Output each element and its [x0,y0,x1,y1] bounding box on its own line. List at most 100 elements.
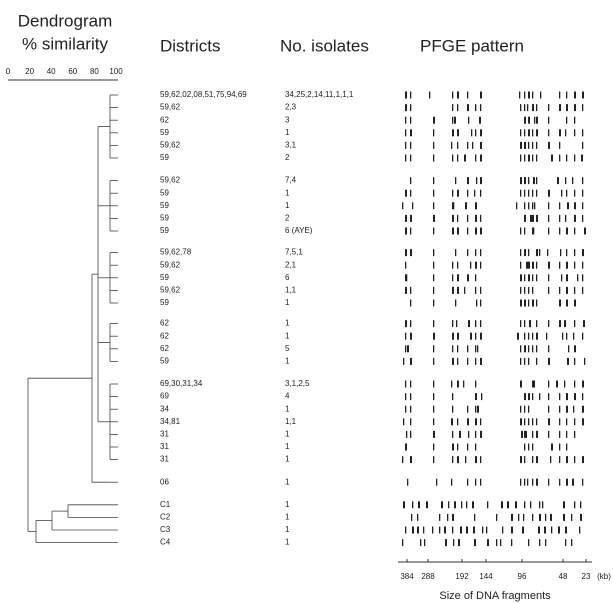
pfge-band [532,418,533,425]
isolate-count: 5 [285,344,290,353]
pfge-band [532,104,534,111]
pfge-band [467,345,468,352]
pfge-band [496,539,497,546]
pfge-band [475,456,477,463]
pfge-band [452,514,454,521]
pfge-band [528,190,529,197]
pfge-band [524,202,525,209]
size-tick-label: 192 [455,572,469,581]
pfge-band [568,345,569,352]
isolate-count: 1 [285,442,290,451]
isolate-count: 2,3 [285,103,297,112]
pfge-band [524,479,525,486]
pfge-band [548,431,549,438]
isolate-count: 7,5,1 [285,248,303,257]
pfge-band [528,155,530,162]
pfge-band [487,501,488,508]
pfge-band [536,142,537,149]
districts-header: Districts [160,36,220,55]
pfge-band [528,262,530,269]
pfge-band [457,418,458,425]
pfge-band [540,92,541,99]
isolates-header: No. isolates [280,36,369,55]
pfge-band [566,393,568,400]
pfge-band [536,104,537,111]
pfge-band [410,92,411,99]
pfge-band [477,406,479,413]
pfge-band [455,177,456,184]
pfge-band [521,431,523,438]
pfge-band [566,287,568,294]
pfge-band [405,104,407,111]
pfge-band [572,479,574,486]
pfge-band [457,358,458,365]
pfge-band [536,456,538,463]
pfge-band [536,418,537,425]
pfge-band [433,381,434,388]
pfge-band [402,202,403,209]
pfge-band [548,406,549,413]
pfge-band [566,300,568,307]
pfge-band [475,215,477,222]
pfge-band [536,249,538,256]
pfge-band [405,215,407,222]
district-label: 62 [160,344,169,353]
pfge-band [476,300,477,307]
pfge-band [574,300,576,307]
pfge-band [579,527,580,534]
pfge-band [412,501,413,508]
isolate-count: 1,1 [285,417,297,426]
pfge-band [566,406,568,413]
district-label: 59,62 [160,103,181,112]
pfge-band [480,155,482,162]
isolate-count: 1 [285,188,290,197]
pfge-band [528,117,530,124]
pfge-band [451,142,452,149]
pfge-band [539,501,540,508]
pfge-band [475,381,476,388]
pfge-band [439,514,440,521]
district-label: 69 [160,392,169,401]
pfge-band [559,215,560,222]
pfge-band [528,345,529,352]
pfge-band [480,262,481,269]
pfge-band [566,262,568,269]
pfge-band [433,228,434,235]
pfge-band [559,320,561,327]
pfge-band [405,92,407,99]
pfge-band [566,117,567,124]
pfge-band [412,527,414,534]
pfge-band [410,129,412,136]
pfge-band [574,456,575,463]
pfge-band [406,274,407,281]
pfge-band [563,501,565,508]
pfge-band [524,142,526,149]
pfge-band [475,406,476,413]
pfge-band [524,249,526,256]
isolate-count: 1 [285,201,290,210]
pfge-band [433,287,434,294]
pfge-band [574,431,575,438]
pfge-band [518,514,519,521]
figure: Dendrogram % similarity Districts No. is… [0,0,613,603]
pfge-band [480,333,482,340]
district-label: 59 [160,357,169,366]
pfge-band [573,333,574,340]
pfge-band [522,527,524,534]
pfge-band [475,104,476,111]
district-label: 06 [160,477,169,486]
isolate-count: 1 [285,128,290,137]
pfge-band [452,358,454,365]
pfge-band [548,287,549,294]
pfge-band [454,501,456,508]
pfge-band [467,142,468,149]
pfge-band [574,393,576,400]
pfge-band [574,262,575,269]
pfge-band [452,333,454,340]
pfge-band [582,142,583,149]
pfge-band [405,287,407,294]
isolate-count: 6 [285,273,290,282]
district-label: 59 [160,226,169,235]
pfge-band [467,358,468,365]
pfge-band [457,104,458,111]
